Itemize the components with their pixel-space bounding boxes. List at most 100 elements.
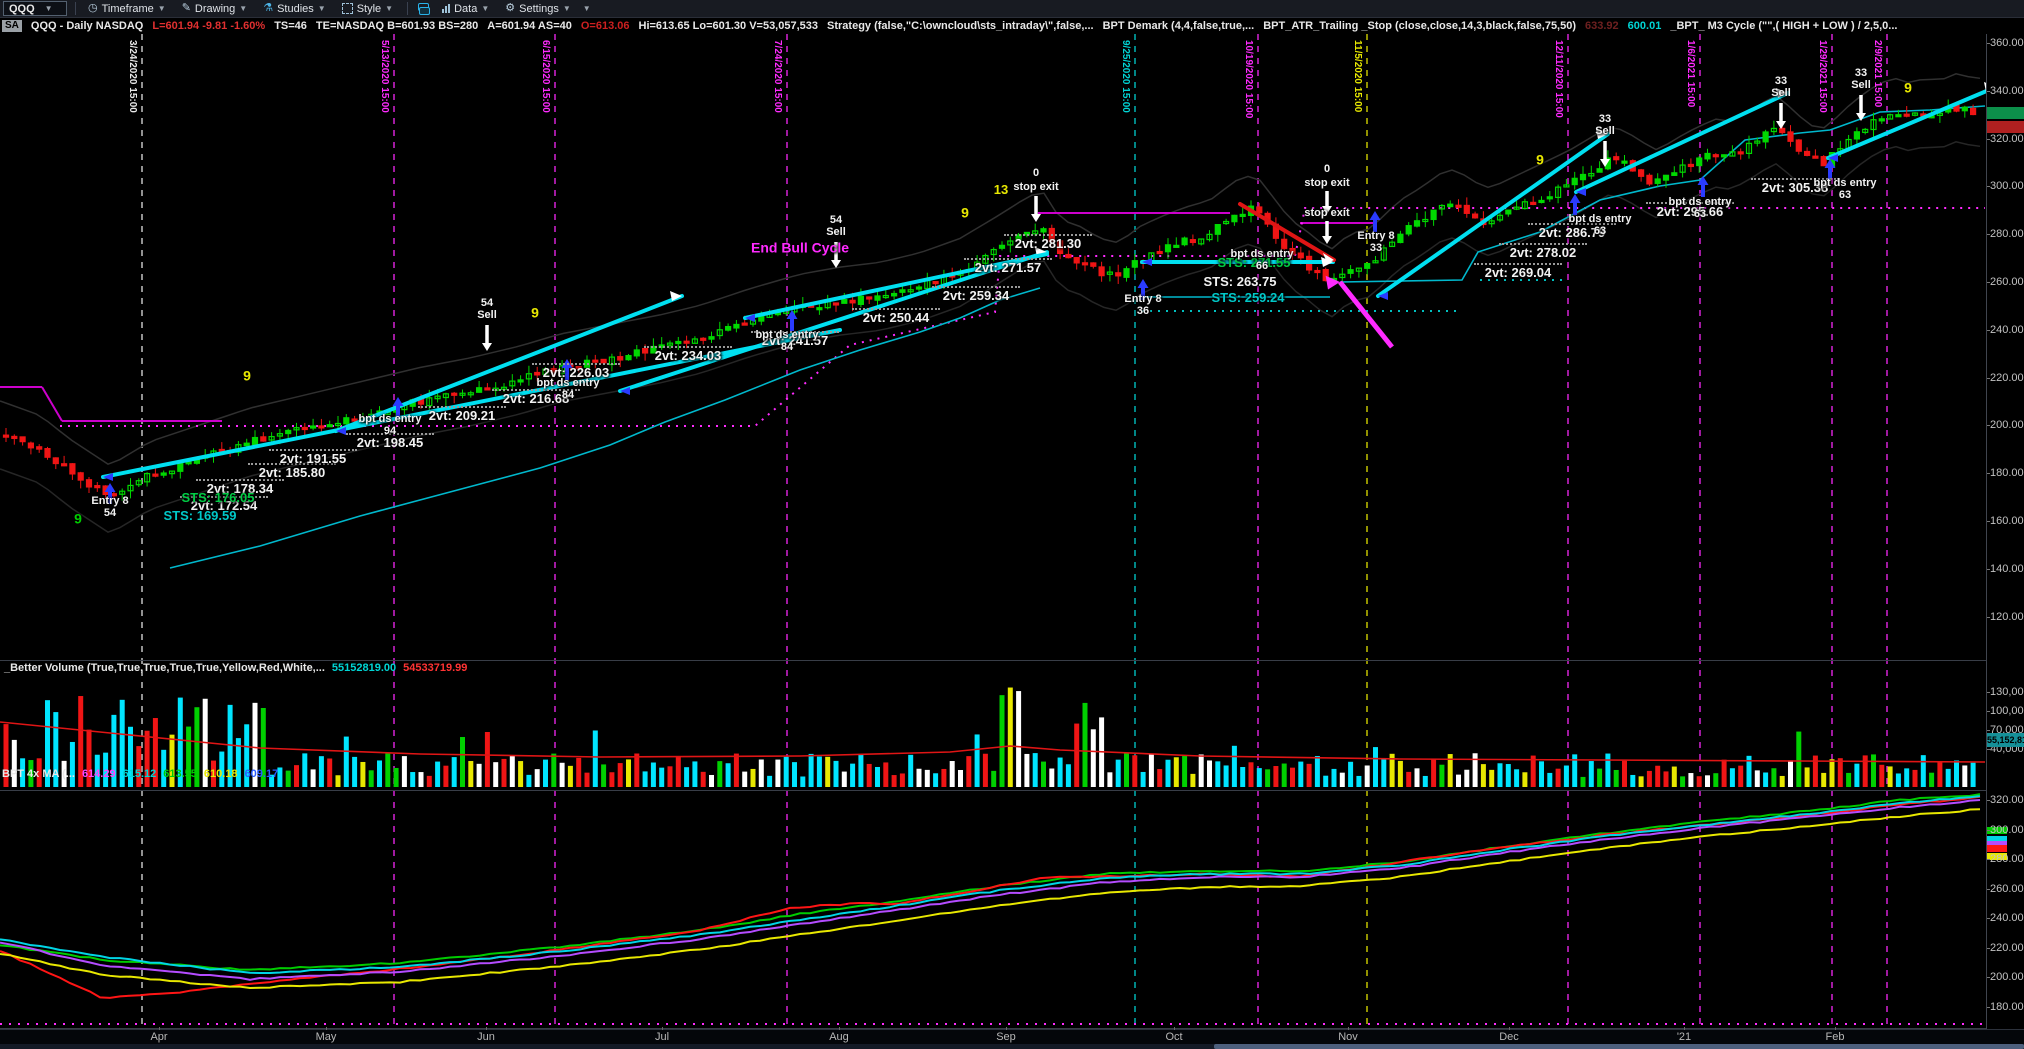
chart-annotation[interactable]: STS: 259.24 (1211, 289, 1285, 305)
ma-value-marker (1987, 853, 2007, 860)
chart-annotation[interactable]: 2vt: 209.21 (428, 407, 496, 423)
chart-annotation[interactable]: 9 (1536, 151, 1544, 168)
chart-annotation[interactable]: bpt ds entry 63 (1813, 177, 1877, 201)
more-dropdown-icon[interactable]: ▼ (582, 4, 591, 13)
time-axis[interactable]: Apr May Jun Jul Aug Sep Oct Nov Dec '21 Feb (0, 1027, 2024, 1045)
symbol-dropdown[interactable]: QQQ ▼ (3, 1, 67, 16)
chart-annotation[interactable]: STS: 169.59 (163, 507, 237, 523)
layers-icon[interactable] (418, 3, 431, 15)
ma-label-part: 610.18 (203, 768, 238, 780)
chevron-down-icon: ▼ (317, 4, 326, 13)
chart-annotation[interactable]: 54 Sell (826, 214, 846, 238)
chart-annotation[interactable]: 2vt: 198.45 (356, 434, 424, 450)
chart-annotation[interactable]: bpt ds entry 94 (358, 413, 422, 437)
volume-label-part: _Better Volume (True,True,True,True,True… (4, 662, 325, 674)
cycle-date-label: 2/9/2021 15:00 (1872, 40, 1883, 108)
chart-annotation[interactable]: 33 Sell (1771, 75, 1791, 99)
chart-annotation[interactable]: 2vt: 295.66 (1656, 203, 1724, 219)
chart-annotation[interactable]: Entry 8 36 (1124, 293, 1162, 317)
status-segment: 600.01 (1627, 20, 1662, 32)
price-axis[interactable]: 360.00 340.00 320.00 300.00 280.00 260.00 240.… (1986, 34, 2024, 1043)
ma-value-marker (1987, 841, 2007, 848)
chart-annotation[interactable]: 2vt: 172.54 (190, 497, 258, 513)
cycle-date-label: 6/15/2020 15:00 (540, 40, 551, 113)
price-tick-label: 320.00 (1990, 132, 2024, 145)
chart-annotation[interactable]: bpt ds entry 63 (1568, 213, 1632, 237)
ma-purple (0, 799, 1981, 981)
chart-annotation[interactable]: Entry 8 54 (91, 495, 129, 519)
horizontal-scrollbar[interactable] (0, 1044, 2024, 1049)
chart-annotation[interactable]: 33 Sell (1851, 67, 1871, 91)
trend-line (618, 250, 1049, 393)
data-button[interactable]: Data ▼ (438, 1, 493, 16)
chart-annotation[interactable]: 2vt: 216.68 (502, 390, 570, 406)
status-segment: TE=NASDAQ B=601.93 BS=280 (315, 20, 479, 32)
chart-annotation[interactable]: 2vt: 259.34 (942, 287, 1010, 303)
chart-annotation[interactable]: 2vt: 185.80 (258, 464, 326, 480)
chart-annotation[interactable]: 2vt: 191.55 (279, 450, 347, 466)
chart-annotation[interactable]: 54 Sell (477, 297, 497, 321)
chart-annotation[interactable]: 2vt: 241.57 (761, 332, 829, 348)
chart-annotation[interactable]: bpt ds entry 84 (536, 377, 600, 401)
chart-annotation[interactable]: 2vt: 305.38 (1761, 179, 1829, 195)
chart-annotation[interactable]: STS: 263.75 (1203, 273, 1277, 289)
chart-annotation[interactable]: bpt ds entry 66 (1230, 248, 1294, 272)
chevron-down-icon: ▼ (562, 4, 571, 13)
chart-annotation[interactable]: Entry 8 33 (1357, 230, 1395, 254)
chart-annotation[interactable]: 2vt: 286.79 (1538, 224, 1606, 240)
price-tick-label: 180.00 (1990, 467, 2024, 480)
highlight-arrow (1338, 280, 1394, 349)
chart-annotation[interactable]: 9 (74, 510, 82, 527)
chart-annotation[interactable]: 2vt: 281.30 (1014, 235, 1082, 251)
chart-annotation[interactable]: End Bull Cycle (750, 239, 850, 256)
chart-annotation[interactable]: stop exit (1013, 181, 1059, 194)
chart-annotation[interactable]: 9 (1904, 79, 1912, 96)
down-trend-line (1238, 202, 1336, 262)
volume-study-label[interactable]: _Better Volume (True,True,True,True,True… (4, 662, 474, 674)
clock-icon: ◷ (88, 2, 98, 14)
style-button[interactable]: Style ▼ (338, 1, 397, 16)
chart-annotation[interactable]: STS: 271.55 (1217, 254, 1291, 270)
status-segment: O=613.06 (580, 20, 630, 32)
scrollbar-thumb[interactable] (1214, 1044, 2024, 1049)
chart-annotation[interactable]: 2vt: 250.44 (862, 309, 930, 325)
chevron-down-icon: ▼ (481, 4, 490, 13)
ma-study-label[interactable]: BPT 4x MA (... 614.29 615.12 613.55 610.18 60… (2, 768, 285, 780)
status-bar: SA QQQ - Daily NASDAQ L=601.94 -9.81 -1.6… (0, 18, 2024, 34)
month-label: Jul (654, 1031, 670, 1043)
last-price-marker (1987, 107, 2024, 119)
gear-icon: ⚙ (505, 2, 516, 14)
style-label: Style (356, 2, 382, 15)
volume-average-line (0, 721, 1986, 763)
drawing-button[interactable]: ✎ Drawing ▼ (178, 1, 252, 16)
chart-annotation[interactable]: 0 (1323, 163, 1331, 176)
chart-annotation[interactable]: 2vt: 271.57 (974, 259, 1042, 275)
chart-annotation[interactable]: bpt ds entry 84 (755, 329, 819, 353)
m3-dots (60, 207, 1985, 427)
chart-annotation[interactable]: 13 (993, 181, 1009, 197)
trend-line (1574, 91, 1790, 194)
chart-annotation[interactable]: 9 (243, 367, 251, 384)
chart-annotation[interactable]: STS: 176.05 (181, 489, 255, 505)
chart-annotation[interactable]: 2vt: 234.03 (654, 347, 722, 363)
chart-annotation[interactable]: 2vt: 178.34 (206, 480, 274, 496)
chart-annotation[interactable]: 33 Sell (1595, 113, 1615, 137)
timeframe-button[interactable]: ◷ Timeframe ▼ (84, 1, 170, 16)
month-label: Dec (1499, 1031, 1519, 1043)
chart-annotation[interactable]: 2vt: 269.04 (1484, 264, 1552, 280)
chart-annotation[interactable]: stop exit (1304, 177, 1350, 190)
settings-button[interactable]: ⚙ Settings ▼ (501, 1, 575, 16)
level-dash (1474, 263, 1562, 265)
chart-annotation[interactable]: 9 (531, 304, 539, 321)
studies-button[interactable]: ⚗ Studies ▼ (259, 1, 330, 16)
status-segment: 633.92 (1585, 20, 1619, 32)
chart-annotation[interactable]: 0 (1032, 167, 1040, 180)
atr-stop-line (1339, 105, 1986, 283)
chart-annotation[interactable]: 2vt: 226.03 (542, 364, 610, 380)
chart-annotation[interactable]: bpt ds entry 63 (1668, 196, 1732, 220)
chart-annotation[interactable]: stop exit (1304, 207, 1350, 220)
chart-annotation[interactable]: 9 (961, 204, 969, 221)
chart-annotation[interactable]: 2vt: 278.02 (1509, 244, 1577, 260)
